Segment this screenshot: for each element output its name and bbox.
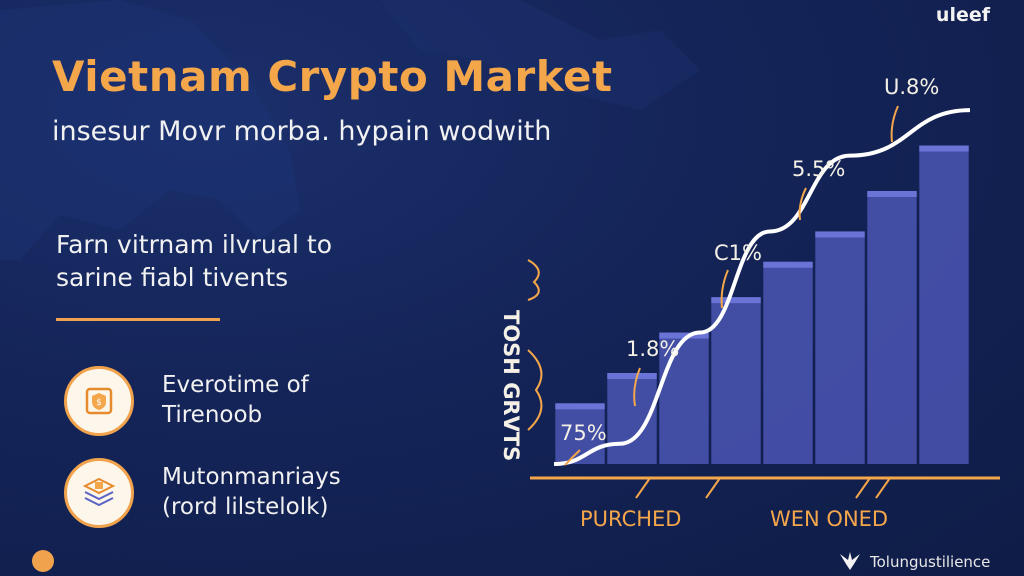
footer-caption: Tolungustilience <box>870 553 991 571</box>
feature-label: Mutonmanriays (rord lilstelolk) <box>162 462 341 522</box>
axis-brace <box>527 349 543 431</box>
bar <box>763 261 813 464</box>
smiley-icon <box>32 550 54 572</box>
feature-label-line-2: Tirenoob <box>162 402 263 428</box>
bar-top <box>867 191 917 197</box>
page-title: Vietnam Crypto Market <box>52 52 613 101</box>
intro-blurb: Farn vitrnam ilvrual to sarine fiabl tiv… <box>56 228 436 294</box>
bar <box>919 145 969 464</box>
bird-logo-icon <box>840 552 860 570</box>
feature-label-line-2: (rord lilstelolk) <box>162 494 329 520</box>
svg-text:$: $ <box>96 398 102 408</box>
bar <box>711 297 761 464</box>
data-label: 75% <box>560 421 607 445</box>
feature-item: Mutonmanriays (rord lilstelolk) <box>64 458 464 528</box>
data-label: 5.5% <box>792 157 845 181</box>
label-connector <box>890 105 899 143</box>
divider <box>56 318 220 321</box>
bar-top <box>555 403 605 410</box>
axis-tick <box>855 477 871 499</box>
intro-line-2: sarine fiabl tivents <box>56 263 289 292</box>
shield-icon: $ <box>64 366 134 436</box>
bar <box>555 403 605 464</box>
bar-top <box>607 373 657 379</box>
x-axis-label: PURCHED <box>580 507 681 531</box>
bar <box>867 191 917 464</box>
bar-top <box>659 332 709 339</box>
axis-tick <box>705 477 721 499</box>
feature-item: $ Everotime of Tirenoob <box>64 366 464 436</box>
axis-tick <box>875 477 891 499</box>
feature-label: Everotime of Tirenoob <box>162 370 309 430</box>
bar <box>815 231 865 464</box>
brand-logo: uleef <box>935 4 990 26</box>
growth-line <box>553 108 971 466</box>
feature-label-line-1: Mutonmanriays <box>162 464 341 490</box>
data-label: U.8% <box>884 75 939 99</box>
data-label: 1.8% <box>626 337 679 361</box>
label-connector <box>720 269 729 309</box>
label-connector <box>564 449 581 466</box>
page-subtitle: insesur Movr morba. hypain wodwith <box>52 116 552 147</box>
y-axis-label: TOSH GRVTS <box>499 310 523 461</box>
axis-tick <box>635 477 651 499</box>
layers-icon <box>64 458 134 528</box>
bar-top <box>919 145 969 152</box>
growth-chart: 75% 1.8% C1% 5.5% U.8% TOSH GRVTS PURCHED WEN O… <box>499 75 1000 531</box>
axis-brace <box>527 259 540 301</box>
bar-top <box>711 297 761 304</box>
bar <box>659 332 709 464</box>
x-axis-label: WEN ONED <box>770 507 888 531</box>
bar-top <box>815 231 865 238</box>
label-connector <box>798 187 807 221</box>
label-connector <box>633 367 641 407</box>
intro-line-1: Farn vitrnam ilvrual to <box>56 230 333 259</box>
data-label: C1% <box>714 241 762 265</box>
bar-top <box>763 261 813 268</box>
feature-label-line-1: Everotime of <box>162 372 309 398</box>
